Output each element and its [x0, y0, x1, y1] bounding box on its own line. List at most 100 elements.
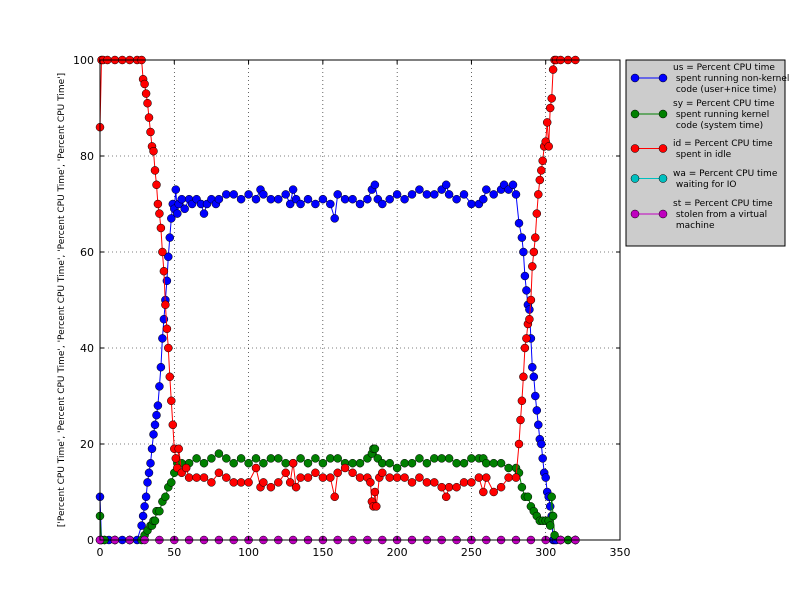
data-point — [479, 487, 488, 497]
data-point — [534, 190, 543, 199]
legend-label: wa = Percent CPU time waiting for IO — [673, 169, 778, 190]
data-point — [479, 194, 488, 204]
data-point — [348, 468, 357, 478]
data-point — [519, 247, 528, 257]
data-point — [214, 468, 224, 478]
data-point — [173, 209, 182, 218]
data-point — [266, 482, 276, 492]
data-point — [523, 492, 533, 502]
data-point — [266, 454, 276, 463]
data-point — [296, 473, 305, 482]
data-point — [467, 199, 476, 209]
data-point — [165, 372, 175, 382]
data-point — [192, 454, 201, 463]
data-point — [199, 209, 209, 218]
data-point — [340, 463, 350, 473]
data-point — [161, 492, 170, 502]
data-point — [385, 458, 394, 468]
data-point — [140, 502, 149, 511]
y-tick-label: 20 — [80, 438, 94, 451]
data-point — [529, 372, 539, 382]
data-point — [528, 362, 537, 372]
data-point — [167, 396, 176, 406]
data-point — [422, 478, 432, 487]
data-point — [355, 458, 365, 468]
data-point — [532, 406, 542, 415]
data-point — [296, 454, 305, 463]
data-point — [164, 252, 173, 262]
data-point — [168, 420, 178, 430]
data-point — [199, 458, 209, 468]
data-point — [547, 94, 556, 103]
data-point — [444, 190, 454, 199]
legend-label: id = Percent CPU time spent in idle — [673, 139, 773, 160]
data-point — [474, 473, 484, 482]
data-point — [516, 415, 525, 425]
data-point — [229, 190, 238, 199]
data-point — [149, 430, 158, 439]
data-point — [340, 194, 350, 204]
data-point — [236, 194, 246, 204]
data-point — [259, 458, 268, 468]
data-point — [517, 396, 527, 406]
data-point — [214, 194, 224, 204]
data-point — [467, 454, 476, 463]
data-point — [330, 214, 339, 223]
data-point — [542, 118, 552, 127]
data-point — [370, 444, 380, 454]
data-point — [244, 190, 253, 199]
data-point — [534, 420, 543, 430]
data-point — [158, 247, 167, 257]
series-layer — [95, 55, 580, 545]
legend-marker — [630, 109, 640, 119]
data-point — [459, 458, 469, 468]
data-point — [330, 492, 339, 502]
data-point — [141, 492, 151, 502]
data-point — [407, 478, 417, 487]
data-point — [159, 266, 169, 276]
data-point — [143, 478, 152, 487]
series-2 — [95, 55, 580, 511]
data-point — [504, 463, 513, 473]
x-tick-label: 50 — [167, 546, 181, 559]
legend-label: st = Percent CPU time stolen from a virt… — [673, 199, 773, 231]
data-point — [274, 194, 283, 204]
data-point — [526, 295, 536, 305]
x-tick-label: 200 — [387, 546, 408, 559]
data-point — [311, 468, 320, 478]
data-point — [162, 324, 172, 334]
data-point — [519, 372, 528, 382]
data-point — [251, 463, 261, 473]
data-point — [181, 463, 191, 473]
data-point — [251, 454, 261, 463]
legend-marker — [658, 209, 668, 219]
data-point — [520, 343, 530, 353]
series-line — [99, 59, 576, 507]
data-point — [150, 166, 160, 175]
data-point — [541, 473, 550, 482]
data-point — [303, 473, 313, 482]
data-point — [140, 79, 149, 89]
data-point — [444, 454, 454, 463]
data-point — [514, 218, 524, 228]
data-point — [378, 199, 387, 209]
data-point — [482, 473, 491, 482]
data-point — [180, 204, 189, 214]
data-point — [537, 166, 546, 175]
data-point — [415, 454, 424, 463]
data-point — [288, 185, 298, 194]
data-point — [415, 473, 424, 482]
data-point — [274, 478, 283, 487]
data-point — [152, 180, 161, 190]
legend-label: sy = Percent CPU time spent running kern… — [673, 99, 775, 131]
data-point — [222, 190, 231, 199]
data-point — [538, 454, 547, 463]
y-axis-label: ['Percent CPU Time', 'Percent CPU Time',… — [57, 73, 67, 527]
legend-marker — [658, 109, 668, 119]
legend-marker — [658, 174, 668, 183]
data-point — [333, 468, 342, 478]
data-point — [452, 194, 461, 204]
data-point — [511, 190, 521, 199]
data-point — [318, 458, 328, 468]
series-0 — [95, 180, 580, 545]
